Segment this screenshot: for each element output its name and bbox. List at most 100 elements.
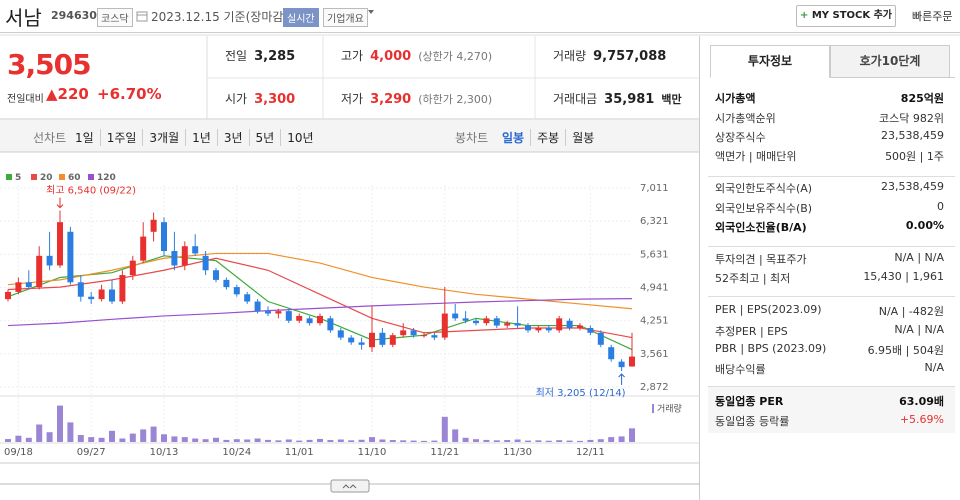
candle-body (57, 222, 63, 266)
overview-button[interactable]: 기업개요 (323, 8, 368, 27)
realtime-badge[interactable]: 실시간 (283, 8, 319, 27)
period-tab[interactable]: 1년 (185, 129, 217, 146)
mystock-button[interactable]: + MY STOCK 추가 (796, 5, 896, 27)
ma-line (7, 298, 633, 327)
volume-bar (421, 440, 427, 442)
info-label: PBR | BPS (2023.09) (715, 342, 827, 355)
candle-body (545, 327, 552, 331)
volume-bar (566, 440, 573, 442)
candle-body (618, 361, 625, 368)
volume-bar (514, 439, 521, 442)
candle-body (98, 289, 105, 300)
candle-body (233, 287, 240, 295)
candle-body (566, 320, 573, 328)
dropdown-arrow (368, 10, 374, 14)
candle-body (5, 291, 11, 300)
info-value: 15,430 | 1,961 (863, 270, 944, 283)
quote-label: 저가 (341, 92, 364, 106)
info-value: 23,538,459 (881, 129, 944, 142)
quote-cell: 전일 3,285 (225, 47, 295, 64)
quick-order[interactable]: 빠른주문 (912, 10, 953, 23)
y-tick-label: 6,321 (640, 216, 669, 227)
volume-bar (306, 439, 313, 442)
candle-body (109, 289, 115, 302)
candle-body (337, 330, 344, 338)
legend-label: 120 (97, 173, 116, 183)
volume-bar (140, 429, 147, 442)
quote-cell: 거래대금 35,981 백만 (553, 90, 682, 107)
candle-body (181, 246, 188, 266)
volume-bar (358, 439, 365, 442)
line-periods: 1일 1주일 3개월 1년 3년 5년 10년 (69, 129, 320, 146)
quote-label: 시가 (225, 92, 248, 106)
candle-body (161, 222, 167, 252)
legend-swatch (31, 174, 37, 180)
change-label: 전일대비 (7, 94, 44, 105)
period-tab[interactable]: 3년 (216, 129, 249, 146)
volume-bar (67, 422, 74, 442)
candle-body (535, 327, 542, 331)
info-value: N/A | N/A (894, 323, 944, 336)
scrollbar-thumb[interactable] (330, 479, 370, 493)
x-tick-label: 10/13 (150, 447, 179, 458)
period-tab[interactable]: 주봉 (530, 129, 565, 146)
period-tab[interactable]: 월봉 (565, 129, 600, 146)
chart: 2,872 3,561 4,251 4,941 5,631 6,321 7,011 09/18… (0, 36, 700, 500)
volume-bar (410, 440, 417, 442)
candle-body (473, 320, 479, 324)
quote-note: (하한가 2,300) (418, 93, 493, 106)
legend-label: 60 (68, 173, 81, 183)
candle-body (608, 347, 615, 360)
info-value: 23,538,459 (881, 180, 944, 193)
period-tab[interactable]: 1주일 (99, 129, 143, 146)
info-label: 상장주식수 (715, 131, 766, 144)
section-divider (708, 386, 955, 387)
volume-bar (577, 440, 583, 442)
volume-bar (181, 437, 188, 442)
info-label: 추정PER | EPS (715, 325, 788, 338)
quote-cell: 저가 3,290 (하한가 2,300) (341, 90, 492, 107)
volume-bar (285, 439, 292, 442)
line-chart-label: 선차트 (33, 131, 67, 145)
volume-bar (317, 438, 323, 442)
volume-bar (493, 440, 500, 442)
candle-body (369, 332, 375, 348)
info-value: 63.09배 (899, 395, 944, 408)
change-pct: +6.70% (97, 85, 162, 103)
candle-body (46, 255, 53, 266)
y-tick-label: 7,011 (640, 183, 669, 194)
side-tab[interactable]: 호가10단계 (830, 45, 950, 78)
quote-note: (상한가 4,270) (418, 50, 493, 63)
info-label: 외국인보유주식수(B) (715, 202, 813, 215)
volume-bar (400, 440, 407, 442)
base-date: 2023.12.15 기준(장마감) (151, 10, 289, 24)
period-tab[interactable]: 10년 (280, 129, 319, 146)
low-arrow (618, 373, 625, 386)
period-tab[interactable]: 1일 (75, 131, 94, 145)
info-value: N/A | N/A (894, 251, 944, 264)
quote-value: 4,000 (370, 49, 412, 64)
period-tab[interactable]: 일봉 (502, 131, 525, 145)
candle-body (441, 313, 448, 338)
volume-bar (275, 440, 282, 442)
info-label: 외국인소진율(B/A) (715, 221, 807, 234)
summary-bg (708, 387, 955, 433)
y-tick-label: 5,631 (640, 249, 669, 260)
candle-body (379, 332, 386, 345)
candle-body (358, 342, 365, 345)
volume-bar (265, 439, 271, 442)
quote-label: 거래대금 (553, 92, 598, 106)
x-tick-label: 11/10 (358, 447, 387, 458)
info-label: 투자의견 | 목표주가 (715, 253, 807, 266)
volume-legend: 거래량 (657, 403, 682, 415)
candle-body (25, 282, 32, 288)
info-value: 0 (937, 200, 944, 213)
quote-label: 고가 (341, 49, 364, 63)
info-value: +5.69% (899, 413, 944, 426)
period-tab[interactable]: 5년 (248, 129, 281, 146)
volume-bar (337, 439, 344, 442)
period-tab[interactable]: 3개월 (142, 129, 185, 146)
candle-body (462, 318, 469, 321)
side-tab[interactable]: 투자정보 (710, 45, 830, 78)
volume-bar (202, 439, 209, 442)
